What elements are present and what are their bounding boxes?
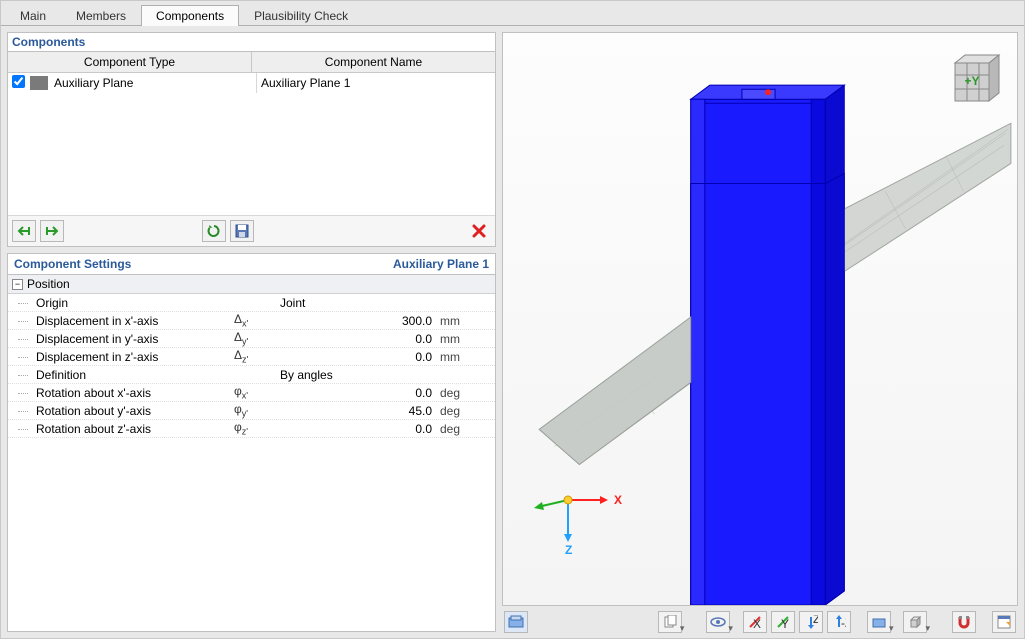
content-area: Components Component Type Component Name… <box>1 25 1024 638</box>
prop-value[interactable]: 0.0 <box>276 332 440 346</box>
components-toolbar <box>8 215 495 246</box>
row-type-cell[interactable]: Auxiliary Plane <box>28 76 256 90</box>
collapse-icon[interactable]: − <box>12 279 23 290</box>
prop-symbol: φz' <box>234 420 276 436</box>
vt-window[interactable] <box>992 611 1016 633</box>
vt-cube[interactable] <box>903 611 927 633</box>
col-type[interactable]: Component Type <box>8 52 252 72</box>
prop-unit: deg <box>440 422 480 436</box>
row-type-label: Auxiliary Plane <box>54 76 133 90</box>
axis-triad: X Y Z <box>533 465 623 555</box>
row-name-cell[interactable]: Auxiliary Plane 1 <box>256 73 495 93</box>
row-checkbox[interactable] <box>8 75 28 91</box>
col-name[interactable]: Component Name <box>252 52 495 72</box>
prop-label: Displacement in z'-axis <box>34 350 234 364</box>
property-row[interactable]: Rotation about x'-axisφx'0.0deg <box>8 384 495 402</box>
vt-render-mode[interactable] <box>504 611 528 633</box>
vt-display-mode[interactable] <box>867 611 891 633</box>
settings-subtitle: Auxiliary Plane 1 <box>393 257 489 271</box>
prop-unit: deg <box>440 386 480 400</box>
prop-unit: mm <box>440 350 480 364</box>
prop-label: Definition <box>34 368 234 382</box>
property-row[interactable]: Displacement in y'-axisΔy'0.0mm <box>8 330 495 348</box>
prop-symbol: φx' <box>234 384 276 400</box>
prop-label: Displacement in y'-axis <box>34 332 234 346</box>
node-marker <box>765 89 771 95</box>
property-row[interactable]: Rotation about y'-axisφy'45.0deg <box>8 402 495 420</box>
vt-axis-x[interactable]: X <box>743 611 767 633</box>
move-right-button[interactable] <box>40 220 64 242</box>
vt-axis-z-up[interactable]: -Z <box>827 611 851 633</box>
table-row[interactable]: Auxiliary Plane Auxiliary Plane 1 <box>8 73 495 93</box>
svg-text:Y: Y <box>781 617 789 629</box>
prop-label: Displacement in x'-axis <box>34 314 234 328</box>
property-row[interactable]: Rotation about z'-axisφz'0.0deg <box>8 420 495 438</box>
prop-unit: deg <box>440 404 480 418</box>
viewport-3d[interactable]: +Y X Y Z <box>502 32 1018 606</box>
prop-value[interactable]: 300.0 <box>276 314 440 328</box>
svg-text:-Z: -Z <box>841 616 846 629</box>
prop-label: Rotation about x'-axis <box>34 386 234 400</box>
vt-copy[interactable] <box>658 611 682 633</box>
viewport-toolbar: ▾ ▾ X Y Z -Z ▾ ▾ <box>502 606 1018 638</box>
tab-main[interactable]: Main <box>5 5 61 26</box>
group-label: Position <box>27 277 70 291</box>
prop-value[interactable]: 0.0 <box>276 422 440 436</box>
navcube[interactable]: +Y <box>941 47 1003 109</box>
svg-text:+Y: +Y <box>964 74 979 88</box>
prop-value[interactable]: 0.0 <box>276 386 440 400</box>
svg-text:X: X <box>614 493 622 507</box>
component-color-icon <box>30 76 48 90</box>
prop-label: Rotation about y'-axis <box>34 404 234 418</box>
beam-front-overlay <box>691 173 845 605</box>
prop-value[interactable]: 45.0 <box>276 404 440 418</box>
components-grid-header: Component Type Component Name <box>8 52 495 73</box>
left-pane: Components Component Type Component Name… <box>1 26 502 638</box>
prop-value[interactable]: By angles <box>276 362 440 388</box>
components-title: Components <box>8 33 495 52</box>
property-row[interactable]: DefinitionBy angles <box>8 366 495 384</box>
prop-symbol: Δy' <box>234 330 276 346</box>
prop-unit: mm <box>440 332 480 346</box>
tab-components[interactable]: Components <box>141 5 239 26</box>
prop-symbol: Δx' <box>234 312 276 328</box>
prop-value[interactable]: Joint <box>276 290 440 316</box>
property-row[interactable]: Displacement in x'-axisΔx'300.0mm <box>8 312 495 330</box>
settings-title: Component Settings <box>14 257 131 271</box>
tab-members[interactable]: Members <box>61 5 141 26</box>
svg-text:Z: Z <box>813 615 818 626</box>
prop-label: Rotation about z'-axis <box>34 422 234 436</box>
prop-label: Origin <box>34 296 234 310</box>
vt-axis-z-down[interactable]: Z <box>799 611 823 633</box>
refresh-button[interactable] <box>202 220 226 242</box>
save-button[interactable] <box>230 220 254 242</box>
move-left-button[interactable] <box>12 220 36 242</box>
delete-button[interactable] <box>467 220 491 242</box>
property-rows: OriginJointDisplacement in x'-axisΔx'300… <box>8 294 495 438</box>
svg-text:Z: Z <box>565 543 572 555</box>
components-grid-body: Auxiliary Plane Auxiliary Plane 1 <box>8 73 495 215</box>
settings-panel: Component Settings Auxiliary Plane 1 − P… <box>7 253 496 632</box>
svg-text:X: X <box>753 617 761 629</box>
tab-bar: Main Members Components Plausibility Che… <box>1 1 1024 25</box>
vt-axis-y[interactable]: Y <box>771 611 795 633</box>
prop-symbol: φy' <box>234 402 276 418</box>
prop-symbol: Δz' <box>234 348 276 364</box>
property-row[interactable]: OriginJoint <box>8 294 495 312</box>
right-pane: +Y X Y Z <box>502 26 1024 638</box>
tab-plausibility[interactable]: Plausibility Check <box>239 5 363 26</box>
settings-header: Component Settings Auxiliary Plane 1 <box>8 254 495 275</box>
vt-magnet[interactable] <box>952 611 976 633</box>
components-panel: Components Component Type Component Name… <box>7 32 496 247</box>
prop-unit: mm <box>440 314 480 328</box>
vt-view-eye[interactable] <box>706 611 730 633</box>
